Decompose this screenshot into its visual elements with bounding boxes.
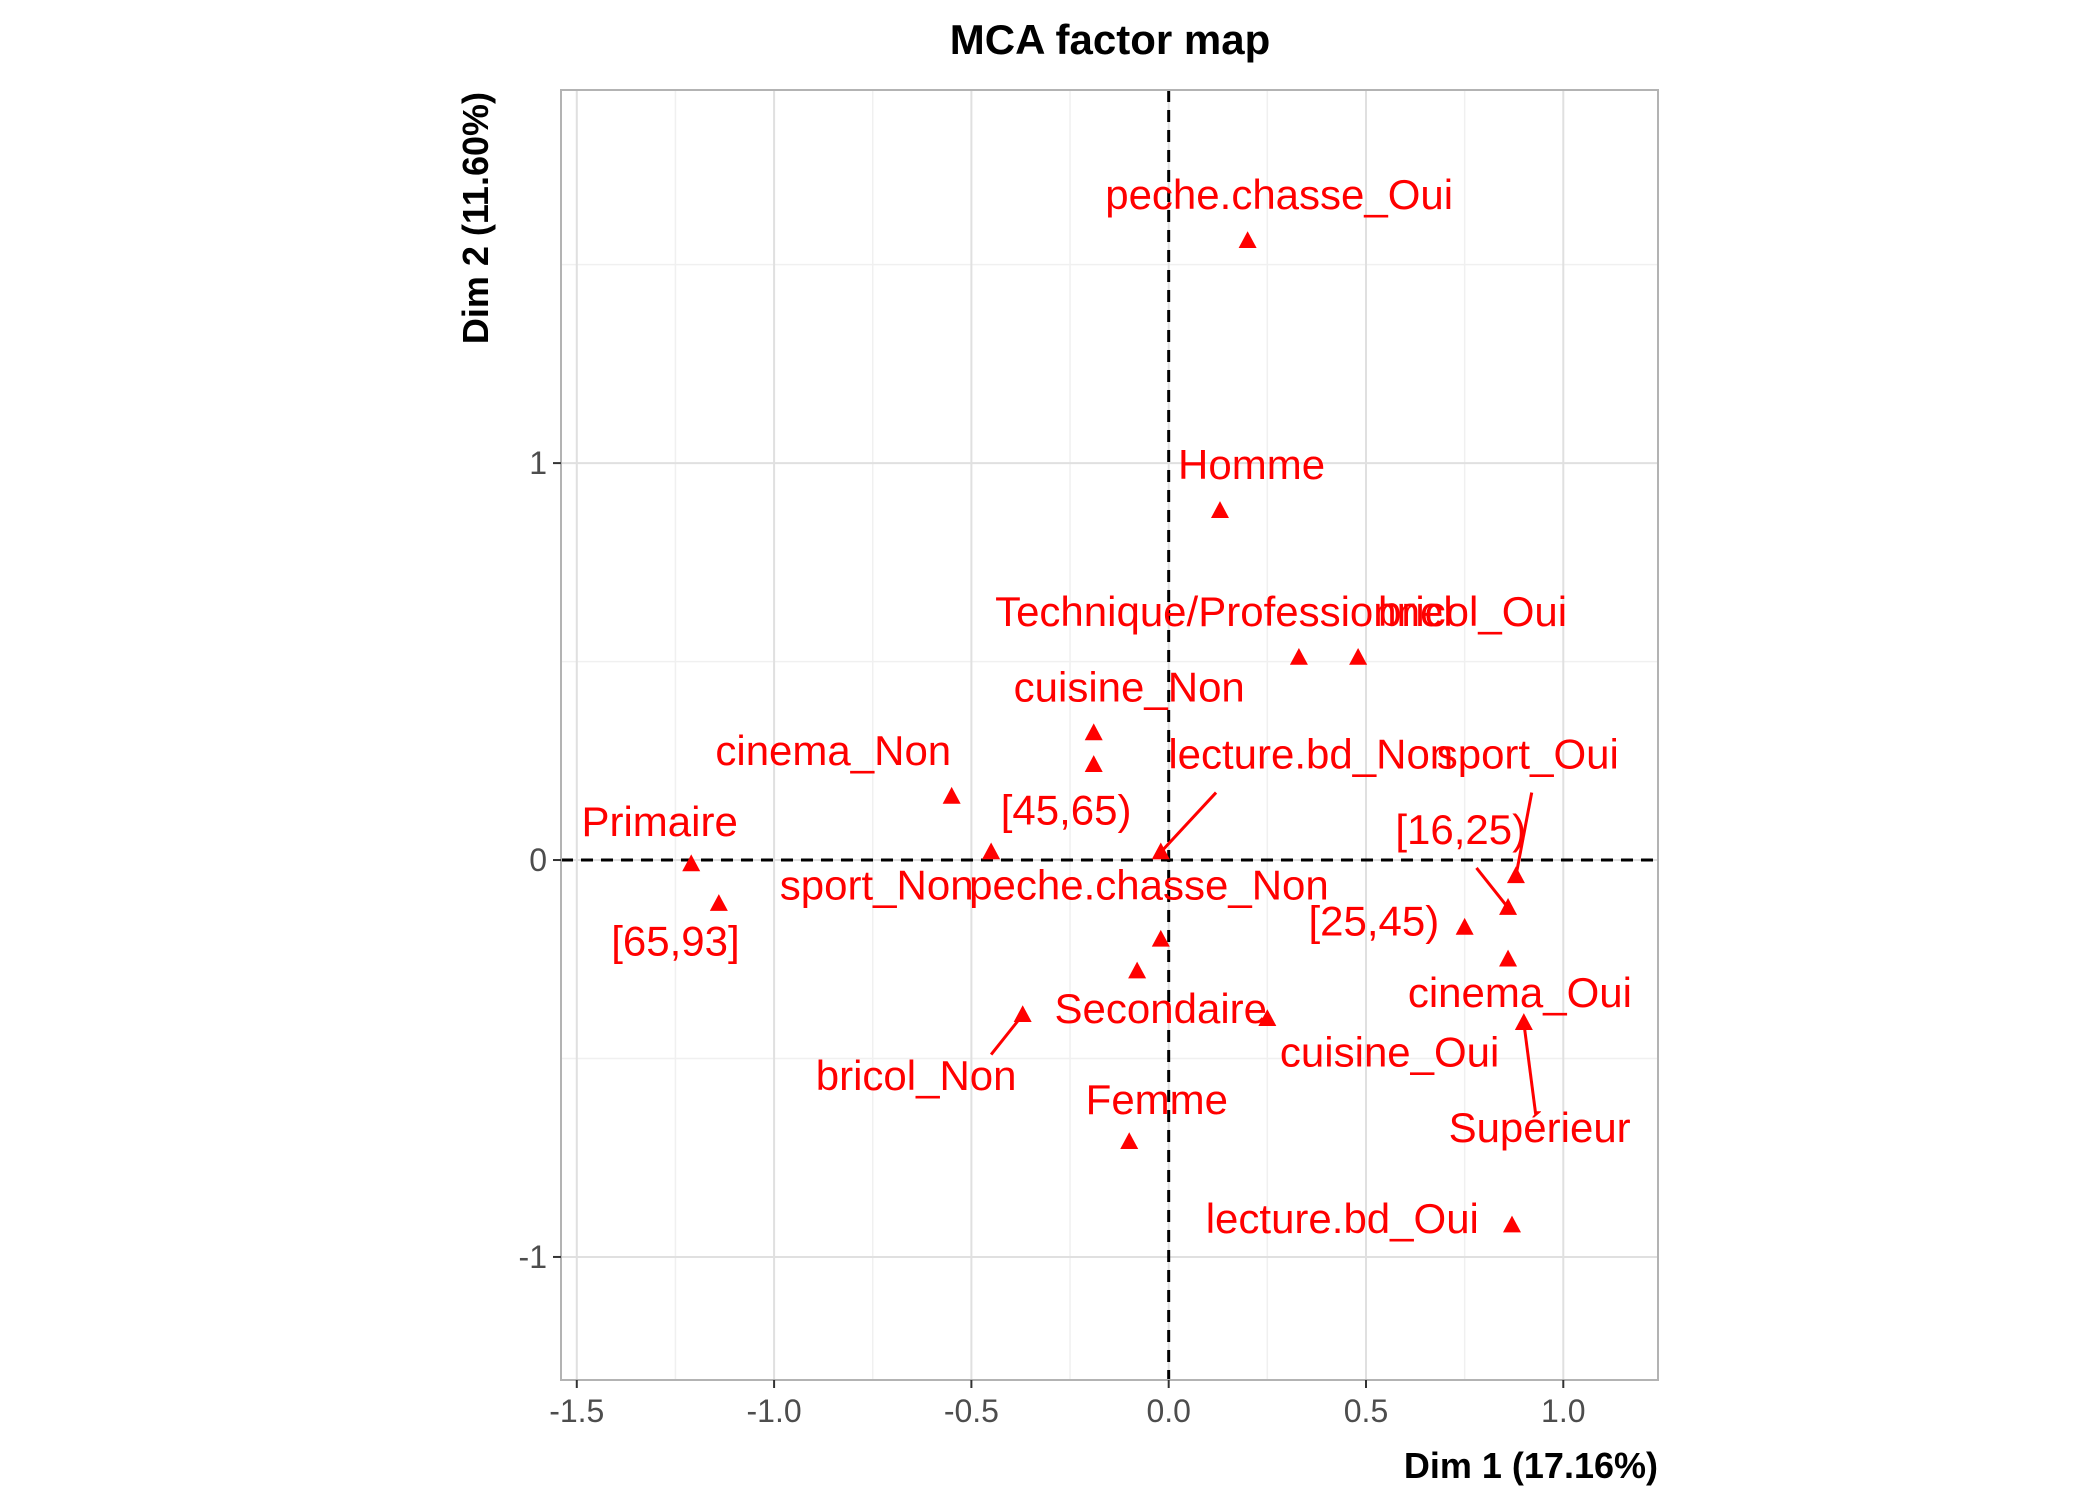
x-tick-label: -1.0 bbox=[747, 1393, 802, 1429]
reference-lines bbox=[561, 90, 1658, 1380]
point-label: cuisine_Oui bbox=[1280, 1028, 1499, 1075]
point-marker bbox=[1238, 231, 1257, 249]
point-label: Primaire bbox=[581, 798, 737, 845]
axis-ticks: -1.5 -1.0 -0.5 0.0 0.5 1.0 -1 0 1 bbox=[519, 445, 1586, 1429]
label-connector-line bbox=[1514, 792, 1534, 877]
point-label: bricol_Non bbox=[816, 1052, 1017, 1099]
point-label: bricol_Oui bbox=[1378, 588, 1567, 635]
point-label: Supérieur bbox=[1449, 1104, 1631, 1151]
point-label: sport_Oui bbox=[1437, 731, 1619, 778]
panel-border bbox=[560, 89, 1659, 1381]
point-marker bbox=[1514, 1013, 1533, 1030]
point-label: [16,25) bbox=[1395, 806, 1526, 853]
point-marker bbox=[1120, 1132, 1139, 1150]
x-tick-label: 0.0 bbox=[1146, 1393, 1190, 1429]
point-marker bbox=[982, 842, 1001, 860]
point-label: cinema_Oui bbox=[1408, 969, 1632, 1016]
x-axis-title: Dim 1 (17.16%) bbox=[1404, 1445, 1658, 1486]
point-label: [65,93] bbox=[611, 917, 739, 964]
point-marker bbox=[942, 786, 961, 804]
grid-layer bbox=[561, 90, 1658, 1380]
point-marker bbox=[1258, 1009, 1277, 1026]
point-marker bbox=[1499, 898, 1518, 915]
point-marker bbox=[1289, 648, 1308, 665]
point-marker bbox=[1151, 842, 1170, 860]
point-label: sport_Non bbox=[780, 862, 974, 909]
point-marker bbox=[1210, 501, 1229, 518]
y-tick-label: 1 bbox=[529, 445, 547, 481]
point-marker bbox=[1502, 1215, 1521, 1233]
y-tick-label: -1 bbox=[519, 1239, 547, 1275]
point-marker bbox=[1084, 723, 1103, 741]
x-tick-label: 1.0 bbox=[1541, 1393, 1585, 1429]
point-label: peche.chasse_Oui bbox=[1105, 171, 1453, 218]
point-label: Technique/Professionnel bbox=[995, 588, 1453, 635]
point-label: Secondaire bbox=[1055, 985, 1267, 1032]
point-label: lecture.bd_Non bbox=[1168, 731, 1453, 778]
point-labels: peche.chasse_Oui Homme Technique/Professio… bbox=[581, 171, 1631, 1242]
point-label: [25,45) bbox=[1309, 897, 1440, 944]
point-label: lecture.bd_Oui bbox=[1206, 1195, 1479, 1242]
point-marker bbox=[1013, 1005, 1032, 1023]
point-marker bbox=[1506, 866, 1525, 884]
point-marker bbox=[1455, 917, 1474, 935]
point-marker bbox=[709, 894, 728, 911]
point-label: Femme bbox=[1086, 1076, 1228, 1123]
point-marker bbox=[1128, 961, 1147, 979]
point-marker bbox=[682, 854, 701, 872]
point-label: cuisine_Non bbox=[1014, 663, 1245, 710]
point-label: [45,65) bbox=[1001, 786, 1132, 833]
point-label: cinema_Non bbox=[715, 727, 951, 774]
point-label: Homme bbox=[1178, 441, 1325, 488]
x-tick-label: 0.5 bbox=[1344, 1393, 1388, 1429]
label-connector-line bbox=[1159, 791, 1218, 854]
y-tick-label: 0 bbox=[529, 842, 547, 878]
label-connector-line bbox=[1522, 1022, 1538, 1115]
point-markers bbox=[682, 231, 1533, 1233]
x-tick-label: -0.5 bbox=[944, 1393, 999, 1429]
point-marker bbox=[1349, 648, 1368, 665]
chart-title: MCA factor map bbox=[950, 16, 1270, 63]
point-marker bbox=[1151, 929, 1170, 947]
label-connector-line bbox=[1475, 867, 1510, 909]
point-marker bbox=[1499, 949, 1518, 967]
x-tick-label: -1.5 bbox=[549, 1393, 604, 1429]
point-label: peche.chasse_Non bbox=[969, 862, 1329, 909]
point-marker bbox=[1084, 755, 1103, 772]
y-axis-title: Dim 2 (11.60%) bbox=[455, 92, 496, 344]
